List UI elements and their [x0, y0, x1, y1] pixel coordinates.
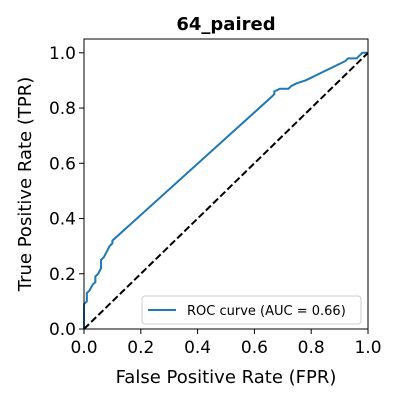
x-tick-label: 0.4	[184, 338, 211, 358]
x-axis-label: False Positive Rate (FPR)	[116, 367, 337, 388]
y-tick-label: 0.8	[49, 99, 76, 119]
x-tick-label: 0.2	[127, 338, 154, 358]
x-tick-label: 0.6	[241, 338, 268, 358]
x-tick-label: 0.8	[298, 338, 325, 358]
y-tick-label: 0.4	[49, 210, 76, 230]
x-axis-ticks: 0.0 0.2 0.4 0.6 0.8 1.0	[70, 329, 382, 358]
legend-label: ROC curve (AUC = 0.66)	[187, 304, 346, 319]
roc-curve-line	[83, 51, 368, 329]
legend-box	[141, 295, 362, 325]
plot-lines	[83, 51, 369, 330]
y-axis-ticks: 0.0 0.2 0.4 0.6 0.8 1.0	[49, 44, 84, 340]
x-tick-label: 1.0	[354, 338, 381, 358]
y-tick-label: 0.6	[49, 154, 76, 174]
y-axis-label: True Positive Rate (TPR)	[15, 77, 36, 292]
y-tick-label: 0.0	[49, 320, 76, 340]
chart-title: 64_paired	[176, 14, 275, 35]
plot-frame	[83, 38, 369, 330]
legend: ROC curve (AUC = 0.66)	[141, 295, 362, 325]
x-tick-label: 0.0	[70, 338, 97, 358]
chance-diagonal-line	[83, 52, 369, 330]
y-tick-label: 0.2	[49, 265, 76, 285]
y-tick-label: 1.0	[49, 44, 76, 64]
